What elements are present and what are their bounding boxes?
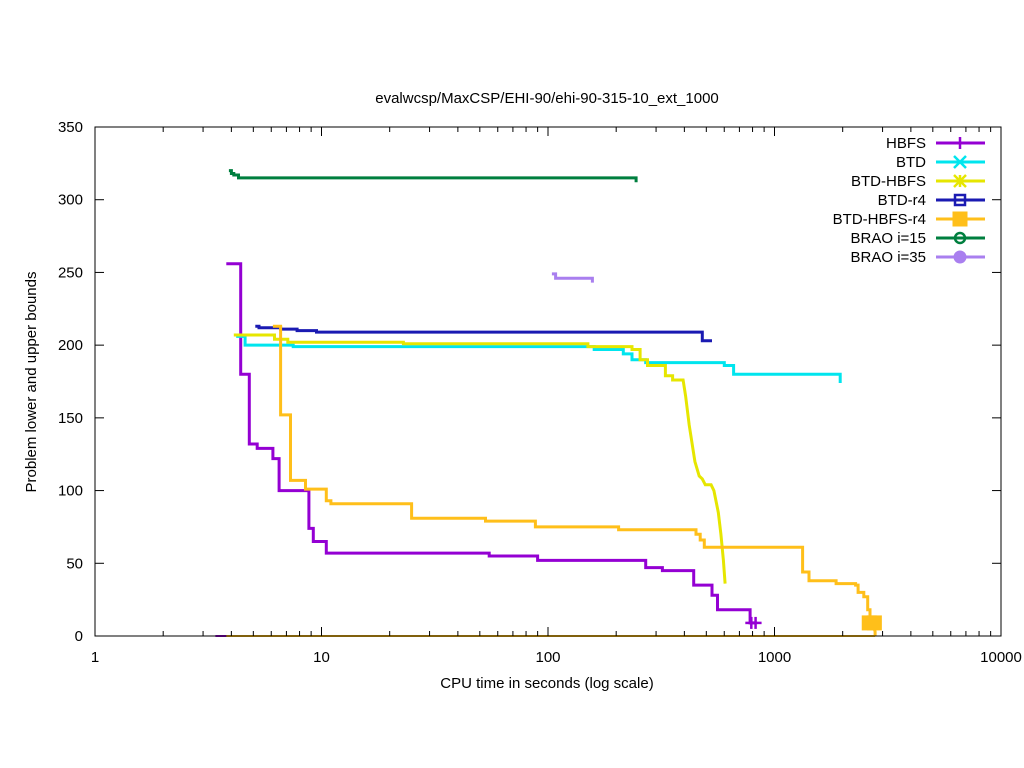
legend-marker <box>953 174 967 188</box>
y-tick-label: 0 <box>75 628 83 645</box>
square-marker <box>953 193 967 207</box>
series-btd <box>236 334 842 383</box>
series-upper-line <box>226 262 757 625</box>
series-upper-line <box>228 169 638 183</box>
series-upper-line <box>233 333 727 584</box>
y-tick-label: 50 <box>66 555 83 572</box>
y-tick-label: 350 <box>58 119 83 136</box>
filled-square-marker <box>952 211 968 227</box>
plot-frame <box>94 126 1002 637</box>
legend-marker <box>953 155 967 169</box>
series-point <box>866 615 882 631</box>
x-tick-label: 1000 <box>758 649 791 666</box>
y-tick-label: 150 <box>58 410 83 427</box>
y-tick-label: 300 <box>58 192 83 209</box>
legend-label: BRAO i=15 <box>851 230 926 247</box>
star-marker-b <box>953 174 967 188</box>
legend-label: BTD-HBFS <box>851 173 926 190</box>
x-tick-label: 10 <box>313 649 330 666</box>
series-upper-line <box>236 334 842 383</box>
series-upper-line <box>255 324 712 343</box>
legend-marker <box>953 193 967 207</box>
x-tick-label: 100 <box>535 649 560 666</box>
chart-title: evalwcsp/MaxCSP/EHI-90/ehi-90-315-10_ext… <box>375 90 719 107</box>
legend-label: HBFS <box>886 135 926 152</box>
x-tick-label: 10000 <box>980 649 1022 666</box>
circle-marker <box>953 231 967 245</box>
series-brao-i-15 <box>228 169 638 183</box>
legend-label: BTD-r4 <box>878 192 926 209</box>
legend-label: BRAO i=35 <box>851 249 926 266</box>
y-tick-label: 200 <box>58 337 83 354</box>
series-point <box>749 616 762 629</box>
filled-circle-marker <box>953 250 967 264</box>
x-axis-label: CPU time in seconds (log scale) <box>440 675 653 692</box>
legend-label: BTD <box>896 154 926 171</box>
legend-label: BTD-HBFS-r4 <box>833 211 926 228</box>
legend-marker <box>953 231 967 245</box>
series-brao-i-35 <box>551 272 594 283</box>
legend: HBFS BTD BTD-HBFS BTD-r4 BTD-HBFS-r4 BRAO i=1… <box>833 135 985 266</box>
series-upper-line <box>272 324 877 636</box>
legend-marker <box>953 250 967 264</box>
series-btd-hbfs <box>233 333 727 584</box>
x-tick-label: 1 <box>91 649 99 666</box>
y-tick-label: 250 <box>58 264 83 281</box>
y-axis-label: Problem lower and upper bounds <box>23 272 40 493</box>
y-tick-label: 100 <box>58 483 83 500</box>
legend-marker <box>954 137 966 149</box>
series-upper-line <box>551 272 594 283</box>
filled-square-marker <box>866 615 882 631</box>
series-btd-r4 <box>255 324 712 343</box>
legend-marker <box>952 211 968 227</box>
ticks-layer: 1 10 100 1000 10000 0 50 100 150 200 250 300 350 <box>58 119 1022 666</box>
cross-marker-b <box>953 155 967 169</box>
